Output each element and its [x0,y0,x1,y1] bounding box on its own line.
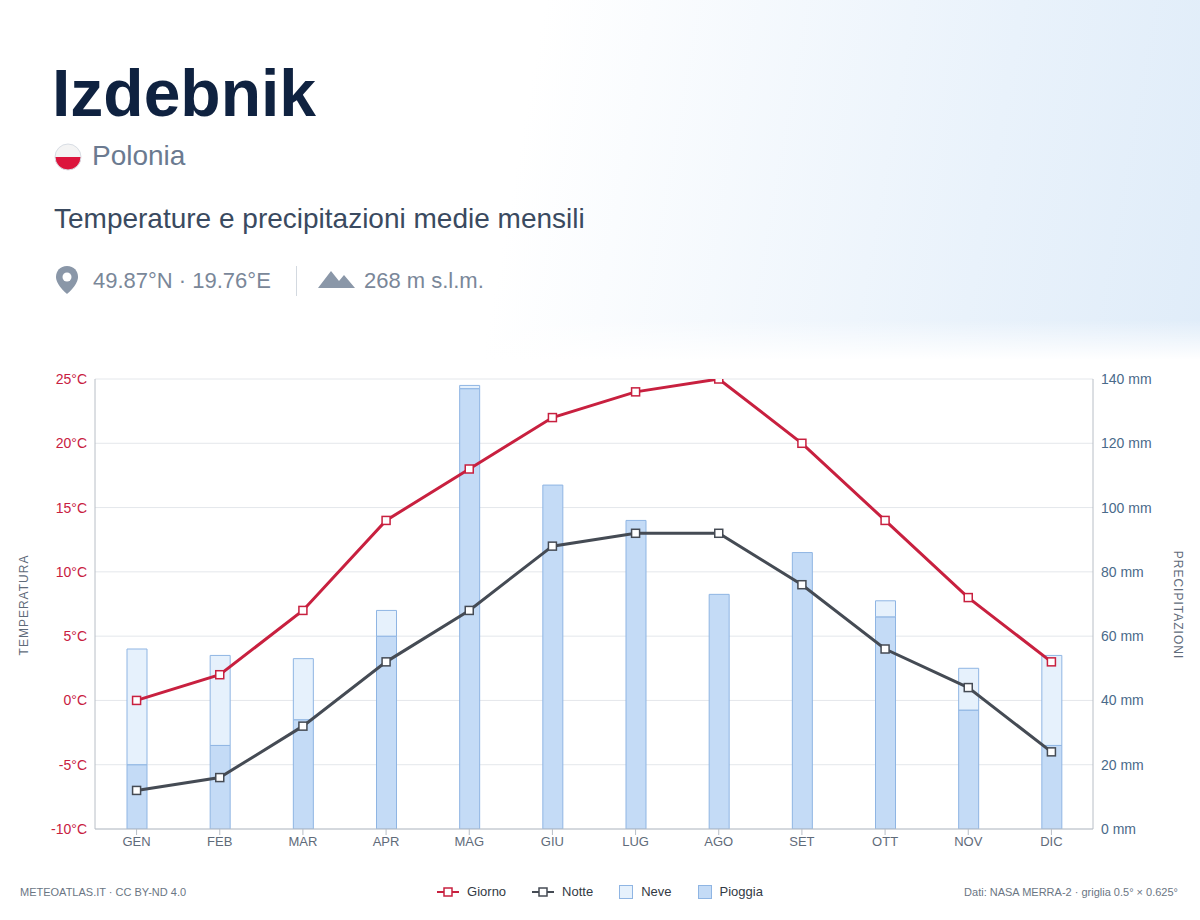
html-text:Giorno: Giorno [467,884,507,899]
svg-text:NOV: NOV [954,834,983,849]
svg-text:GIU: GIU [541,834,564,849]
svg-text:15°C: 15°C [56,500,87,516]
svg-text:GEN: GEN [122,834,150,849]
svg-text:120 mm: 120 mm [1101,435,1152,451]
svg-text:OTT: OTT [872,834,898,849]
html-text:Notte: Notte [562,884,594,899]
svg-text:20 mm: 20 mm [1101,757,1144,773]
svg-text:0°C: 0°C [64,692,88,708]
svg-text:-10°C: -10°C [51,821,87,837]
html-text:Neve: Neve [641,884,672,899]
html-text:49.87°N · 19.76°E: 49.87°N · 19.76°E [93,268,271,293]
html-text:Izdebnik: Izdebnik [52,56,316,130]
svg-text:40 mm: 40 mm [1101,692,1144,708]
svg-text:140 mm: 140 mm [1101,371,1152,387]
html-text:PRECIPITAZIONI: PRECIPITAZIONI [1171,550,1185,660]
svg-text:APR: APR [373,834,400,849]
svg-text:20°C: 20°C [56,435,87,451]
svg-text:AGO: AGO [704,834,733,849]
html-text:268 m s.l.m.: 268 m s.l.m. [364,268,484,293]
svg-text:0 mm: 0 mm [1101,821,1136,837]
html-text:Pioggia: Pioggia [719,884,763,899]
html-text:Temperature e precipitazioni m: Temperature e precipitazioni medie mensi… [54,203,585,234]
svg-text:MAR: MAR [288,834,317,849]
svg-text:5°C: 5°C [64,628,88,644]
svg-text:60 mm: 60 mm [1101,628,1144,644]
svg-text:DIC: DIC [1040,834,1062,849]
svg-text:FEB: FEB [207,834,232,849]
html-text:Polonia: Polonia [92,140,186,171]
svg-text:MAG: MAG [454,834,484,849]
svg-text:-5°C: -5°C [59,757,87,773]
svg-text:10°C: 10°C [56,564,87,580]
svg-text:100 mm: 100 mm [1101,500,1152,516]
html-text:TEMPERATURA: TEMPERATURA [17,554,31,656]
svg-text:SET: SET [789,834,814,849]
svg-text:LUG: LUG [622,834,649,849]
html-text:METEOATLAS.IT · CC BY-ND 4.0: METEOATLAS.IT · CC BY-ND 4.0 [20,886,187,898]
svg-text:80 mm: 80 mm [1101,564,1144,580]
svg-text:25°C: 25°C [56,371,87,387]
html-text:Dati: NASA MERRA-2 · griglia 0: Dati: NASA MERRA-2 · griglia 0.5° × 0.62… [964,886,1178,898]
